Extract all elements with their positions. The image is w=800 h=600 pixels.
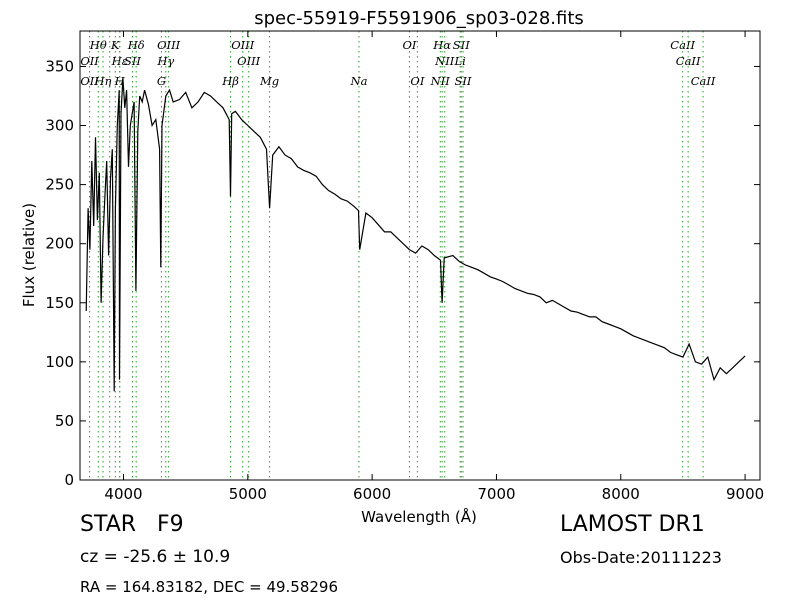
line-label-14: NII: [434, 54, 455, 68]
line-label-5: OI: [402, 38, 416, 52]
y-axis-label: Flux (relative): [20, 203, 38, 307]
line-label-8: CaII: [670, 38, 695, 52]
spectrum-series: [85, 78, 746, 392]
y-tick-label-3: 150: [45, 294, 74, 312]
x-axis-label: Wavelength (Å): [361, 507, 477, 526]
line-label-7: SII: [453, 38, 470, 52]
y-tick-label-6: 300: [45, 117, 74, 135]
y-tick-label-0: 0: [64, 471, 74, 489]
y-tick-label-5: 250: [45, 176, 74, 194]
y-tick-label-1: 50: [55, 412, 74, 430]
spectrum-line: [85, 78, 746, 392]
line-label-21: Mg: [259, 74, 279, 88]
y-tick-label-7: 350: [45, 57, 74, 75]
x-tick-label-0: 4000: [104, 485, 142, 503]
x-tick-label-5: 9000: [726, 485, 764, 503]
x-tick-label-3: 7000: [477, 485, 515, 503]
chart-title: spec-55919-F5591906_sp03-028.fits: [254, 8, 584, 29]
line-label-1: K: [110, 38, 121, 52]
x-tick-label-4: 8000: [602, 485, 640, 503]
line-label-22: Na: [350, 74, 368, 88]
line-label-16: CaII: [676, 54, 701, 68]
line-label-19: G: [157, 74, 166, 88]
x-tick-label-1: 5000: [229, 485, 267, 503]
line-label-15: Li: [453, 54, 466, 68]
plot-frame: [79, 30, 761, 481]
line-label-0: Hθ: [89, 38, 107, 52]
line-label-20: Hβ: [221, 74, 239, 88]
line-label-3: OIII: [157, 38, 181, 52]
line-label-23: OI: [410, 74, 424, 88]
line-label-26: CaII: [691, 74, 716, 88]
object-type: STAR F9: [80, 512, 184, 537]
y-tick-label-2: 100: [45, 353, 74, 371]
line-label-25: SII: [455, 74, 472, 88]
redshift-cz: cz = -25.6 ± 10.9: [80, 547, 231, 567]
line-label-17: Hη: [94, 74, 112, 88]
observation-date: Obs-Date:20111223: [560, 548, 722, 567]
y-tick-label-4: 200: [45, 235, 74, 253]
survey-name: LAMOST DR1: [560, 512, 705, 537]
line-label-27: OII: [80, 74, 99, 88]
line-label-4: OIII: [231, 38, 255, 52]
axis-ticks: 4000 5000 6000 7000 8000 9000 0 50 100 150 200 250 3…: [45, 31, 764, 503]
line-label-9: Hγ: [156, 54, 174, 68]
ra-dec-coordinates: RA = 164.83182, DEC = 49.58296: [80, 578, 339, 596]
line-label-24: NII: [430, 74, 451, 88]
line-label-13: OIII: [237, 54, 261, 68]
line-label-2: Hδ: [127, 38, 145, 52]
x-tick-label-2: 6000: [353, 485, 391, 503]
line-label-12: SII: [124, 54, 141, 68]
line-label-6: Hα: [432, 38, 451, 52]
